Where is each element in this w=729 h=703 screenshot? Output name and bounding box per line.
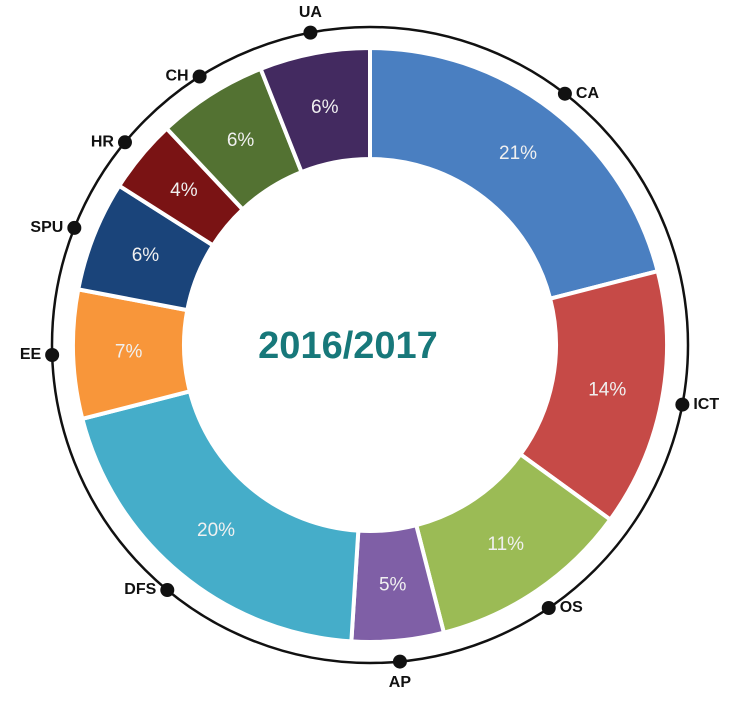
value-label: 6% [311,97,339,118]
dot [541,601,556,616]
value-label: 14% [588,379,626,400]
dot [192,69,207,84]
chart-title: 2016/2017 [258,325,438,367]
category-label: OS [560,599,583,616]
category-label: EE [20,346,42,363]
category-label: CH [165,68,188,85]
category-label: DFS [124,581,156,598]
category-label: AP [389,674,412,691]
dot [303,25,318,40]
dot [392,654,407,669]
dot [160,583,175,598]
dot [117,135,132,150]
dot [45,347,60,362]
value-label: 21% [499,143,537,164]
dot [675,397,690,412]
category-label: HR [91,134,115,151]
value-label: 6% [227,130,255,151]
segment [368,45,661,302]
outer-ring [50,25,690,665]
dot [557,86,572,101]
value-label: 11% [487,534,524,555]
value-label: 5% [379,574,407,595]
category-label: UA [299,4,323,21]
segments [71,45,669,644]
value-label: 6% [132,245,160,266]
segment [258,45,372,175]
category-label: SPU [30,219,63,236]
dot [67,220,82,235]
category-label: ICT [693,396,719,413]
value-label: 20% [197,520,235,541]
segment [79,388,361,644]
value-label: 4% [170,180,198,201]
category-label: CA [576,85,600,102]
value-label: 7% [115,342,143,363]
